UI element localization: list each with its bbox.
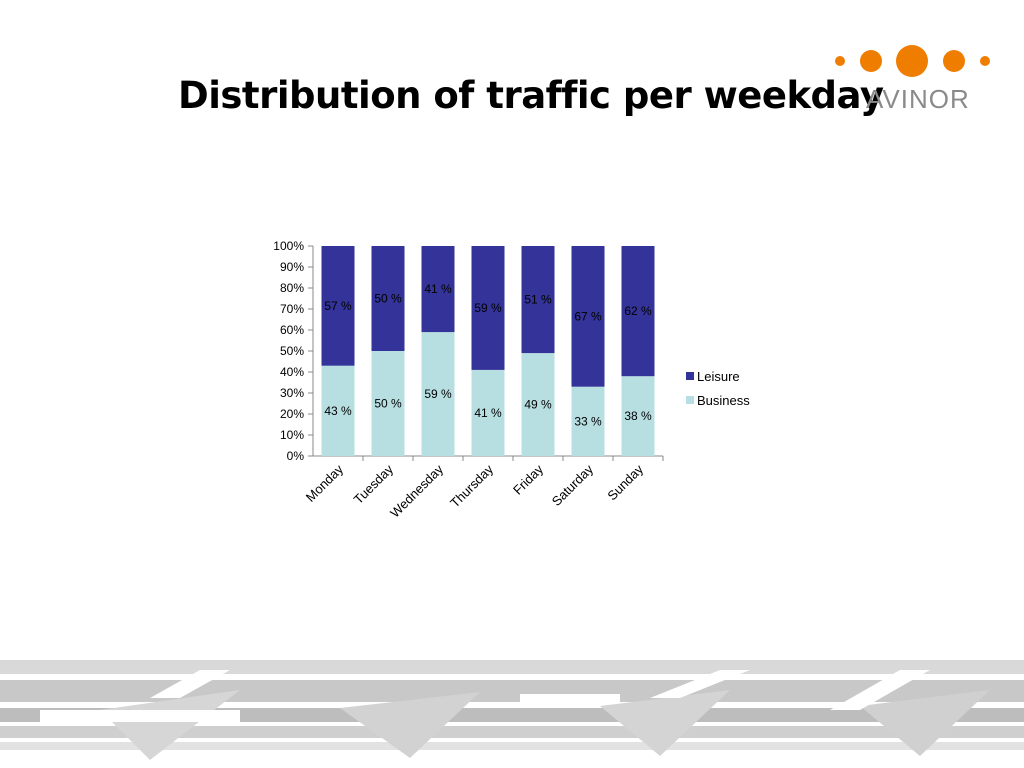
data-label-leisure: 50 % (374, 292, 402, 306)
legend-swatch-leisure (686, 372, 694, 380)
bar-business (571, 386, 605, 456)
bar-leisure (321, 246, 355, 366)
page-title: Distribution of traffic per weekday (178, 74, 884, 117)
data-label-business: 49 % (524, 398, 552, 412)
bar-leisure (571, 246, 605, 387)
x-tick-label: Friday (510, 461, 546, 497)
y-tick-label: 100% (273, 239, 304, 253)
traffic-chart: 0% 10% 20% 30% 40% 50% 60% 70% 80% 90% 100% 43 % 57 … (273, 239, 664, 521)
logo-text: AVINOR (866, 84, 970, 114)
logo-dot-5 (980, 56, 990, 66)
data-label-leisure: 67 % (574, 309, 602, 323)
y-tick-label: 0% (287, 449, 305, 463)
data-label-leisure: 51 % (524, 293, 552, 307)
logo-dot-2 (860, 50, 882, 72)
data-label-business: 43 % (324, 404, 352, 418)
data-label-leisure: 41 % (424, 282, 452, 296)
y-tick-label: 10% (280, 428, 304, 442)
x-tick-label: Tuesday (351, 461, 397, 507)
data-label-business: 33 % (574, 414, 602, 428)
x-tick-label: Monday (303, 461, 347, 505)
data-label-business: 38 % (624, 409, 652, 423)
data-label-business: 41 % (474, 406, 502, 420)
logo-dot-4 (943, 50, 965, 72)
data-label-leisure: 59 % (474, 301, 502, 315)
y-tick-label: 70% (280, 302, 304, 316)
bar-leisure (471, 246, 505, 370)
legend-swatch-business (686, 396, 694, 404)
y-tick-label: 50% (280, 344, 304, 358)
y-tick-label: 20% (280, 407, 304, 421)
logo-dot-1 (835, 56, 845, 66)
data-label-business: 59 % (424, 387, 452, 401)
legend-item-business: Business (686, 388, 750, 412)
legend-label-leisure: Leisure (697, 368, 740, 384)
data-label-leisure: 62 % (624, 304, 652, 318)
bar-business (371, 351, 405, 456)
bar-leisure (371, 246, 405, 351)
x-tick-label: Sunday (604, 461, 646, 503)
y-tick-label: 90% (280, 260, 304, 274)
legend-label-business: Business (697, 392, 750, 408)
footer-decoration (0, 660, 1024, 760)
bar-leisure (521, 246, 555, 354)
bar-leisure (421, 246, 455, 333)
y-tick-label: 40% (280, 365, 304, 379)
bar-business (471, 369, 505, 456)
y-tick-label: 30% (280, 386, 304, 400)
bar-leisure (621, 246, 655, 377)
data-label-business: 50 % (374, 397, 402, 411)
bar-business (521, 353, 555, 456)
x-tick-label: Saturday (549, 461, 597, 509)
legend-item-leisure: Leisure (686, 364, 750, 388)
bar-business (621, 376, 655, 456)
logo-dot-3 (896, 45, 928, 77)
data-label-leisure: 57 % (324, 299, 352, 313)
chart-legend: Leisure Business (686, 364, 750, 412)
x-tick-label: Wednesday (387, 461, 446, 520)
bar-business (321, 365, 355, 456)
y-tick-label: 80% (280, 281, 304, 295)
x-tick-label: Thursday (447, 461, 496, 510)
y-tick-label: 60% (280, 323, 304, 337)
avinor-logo (835, 45, 990, 77)
bar-business (421, 332, 455, 456)
